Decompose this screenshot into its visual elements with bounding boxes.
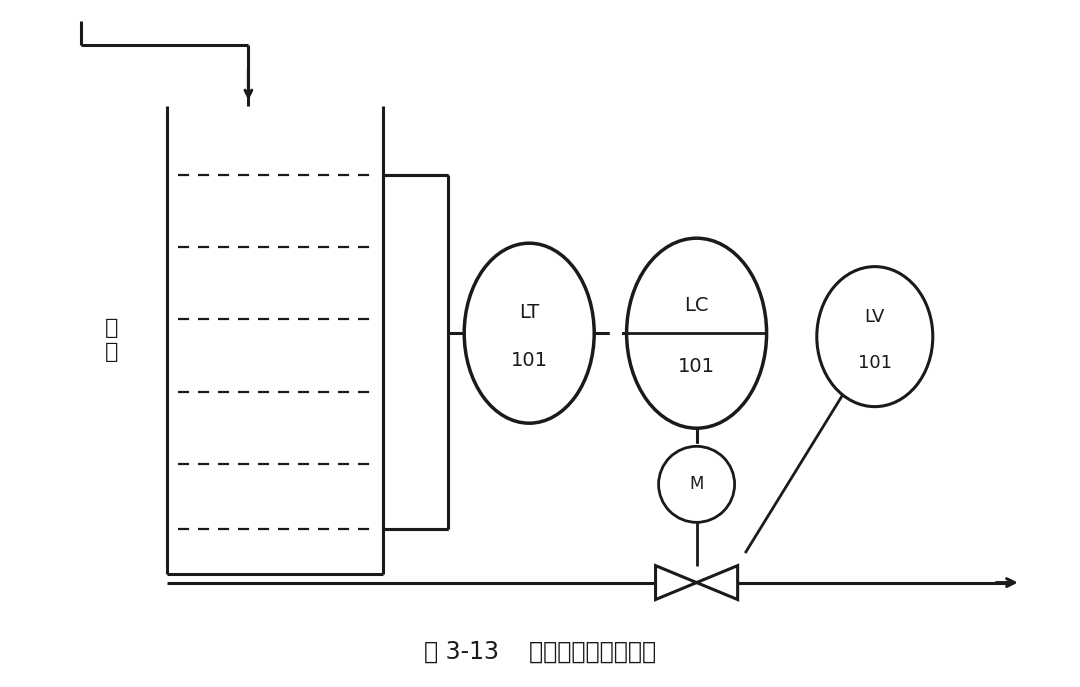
Ellipse shape [464,243,594,423]
Text: 101: 101 [858,354,892,372]
Text: 101: 101 [511,351,548,370]
Text: M: M [689,475,704,493]
Ellipse shape [816,267,933,407]
Text: LC: LC [685,296,708,315]
Text: 101: 101 [678,357,715,376]
Ellipse shape [659,447,734,522]
Text: 图 3-13    液位控制系统流程图: 图 3-13 液位控制系统流程图 [424,640,656,663]
Text: LV: LV [865,308,885,326]
Text: 水
槽: 水 槽 [105,319,118,361]
Text: LT: LT [519,303,539,322]
Ellipse shape [626,238,767,428]
